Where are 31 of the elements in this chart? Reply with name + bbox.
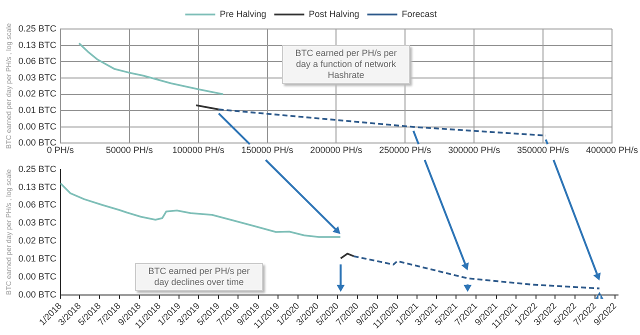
y-tick-label: 0.00 BTC: [18, 121, 57, 132]
y-tick-label: 0.01 BTC: [18, 253, 57, 264]
x-tick-label: 150000 PH/s: [241, 145, 294, 156]
y-tick-label: 0.06 BTC: [18, 56, 57, 66]
legend-label: Pre Halving: [220, 8, 266, 19]
x-tick-label: 250000 PH/s: [379, 145, 432, 156]
x-tick-label: 400000 PH/s: [586, 145, 638, 156]
y-tick-label: 0.02 BTC: [18, 236, 57, 246]
x-tick-label: 200000 PH/s: [310, 145, 363, 156]
annotation: BTC earned per PH/s per day declines over time: [135, 263, 263, 291]
y-tick-label: 0.01 BTC: [18, 105, 57, 116]
line-series: [352, 255, 600, 290]
y-tick-label: 0.03 BTC: [18, 72, 57, 82]
y-tick-label: 0.00 BTC: [18, 138, 57, 148]
y-tick-label: 0.00 BTC: [18, 271, 57, 282]
x-tick-label: 300000 PH/s: [448, 145, 501, 156]
y-tick-label: 0.03 BTC: [18, 218, 57, 228]
x-tick-label: 100000 PH/s: [172, 145, 225, 156]
x-tick-label: 0 PH/s: [46, 145, 74, 156]
y-tick-label: 0.06 BTC: [18, 200, 57, 210]
legend-label: Forecast: [402, 8, 438, 19]
y-tick-label: 0.25 BTC: [18, 164, 57, 174]
y-tick-label: 0.02 BTC: [18, 88, 57, 99]
y-tick-label: 0.13 BTC: [18, 40, 57, 50]
y-tick-label: 0.00 BTC: [18, 289, 57, 300]
x-tick-label: 350000 PH/s: [517, 145, 570, 156]
x-tick-label: 50000 PH/s: [106, 145, 154, 156]
annotation: BTC earned per PH/s per day a function of network Hashrate: [282, 45, 410, 84]
y-tick-label: 0.25 BTC: [18, 23, 57, 34]
y-tick-label: 0.13 BTC: [18, 182, 57, 192]
legend-label: Post Halving: [308, 8, 360, 19]
